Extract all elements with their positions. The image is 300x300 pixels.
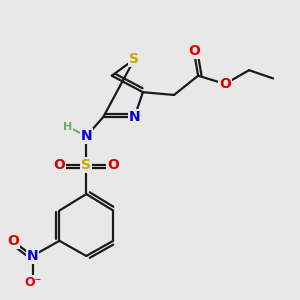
Text: H: H — [63, 122, 73, 132]
Text: N: N — [129, 110, 140, 124]
Text: O⁻: O⁻ — [24, 276, 41, 289]
Text: O: O — [53, 158, 65, 172]
Text: O: O — [188, 44, 200, 58]
Text: O: O — [107, 158, 119, 172]
Text: S: S — [129, 52, 140, 66]
Text: O: O — [219, 77, 231, 91]
Text: S: S — [81, 158, 91, 172]
Text: N: N — [80, 129, 92, 143]
Text: N: N — [27, 249, 38, 263]
Text: O: O — [7, 234, 19, 248]
